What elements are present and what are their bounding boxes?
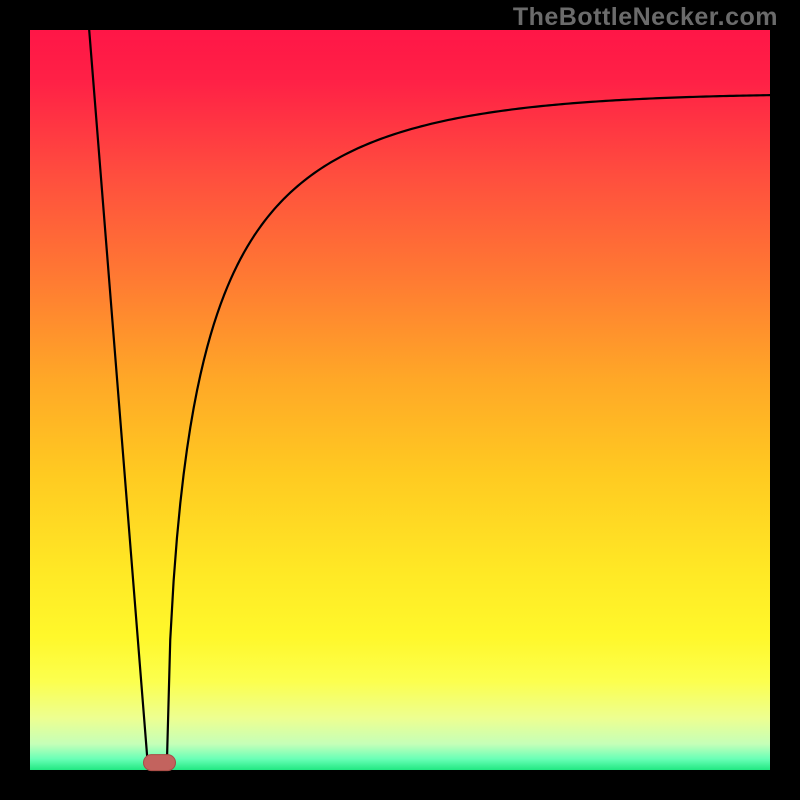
chart-container: TheBottleNecker.com xyxy=(0,0,800,800)
minimum-marker xyxy=(144,755,176,771)
heat-background xyxy=(30,30,770,770)
watermark-text: TheBottleNecker.com xyxy=(513,3,778,32)
chart-svg xyxy=(0,0,800,800)
